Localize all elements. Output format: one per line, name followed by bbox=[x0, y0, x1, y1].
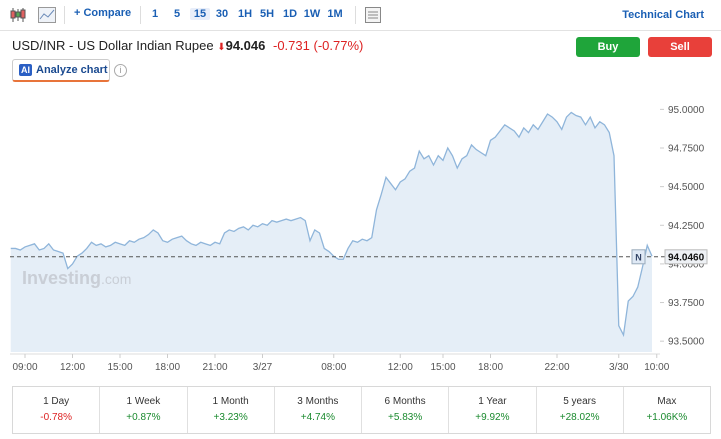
x-tick-label: 3/27 bbox=[253, 362, 273, 373]
period-label: Max bbox=[657, 396, 677, 407]
period-label: 6 Months bbox=[384, 396, 426, 407]
watermark-brand: Investing bbox=[22, 268, 101, 288]
x-tick-label: 15:00 bbox=[430, 362, 455, 373]
interval-button[interactable]: 1W bbox=[303, 8, 321, 20]
period-label: 1 Day bbox=[43, 396, 70, 407]
change-pct: (-0.77%) bbox=[313, 38, 364, 53]
period-label: 5 years bbox=[563, 396, 597, 407]
performance-cell[interactable]: 3 Months +4.74% bbox=[275, 387, 362, 433]
interval-button[interactable]: 15 bbox=[190, 8, 210, 20]
news-marker: N bbox=[635, 252, 642, 262]
y-tick-label: 93.5000 bbox=[668, 337, 705, 348]
x-tick-label: 12:00 bbox=[60, 362, 85, 373]
performance-cell[interactable]: 1 Week +0.87% bbox=[100, 387, 188, 433]
interval-button[interactable]: 1D bbox=[282, 8, 298, 20]
performance-cell[interactable]: 5 years +28.02% bbox=[537, 387, 624, 433]
period-change: +0.87% bbox=[126, 412, 161, 423]
price: 94.046 bbox=[225, 38, 266, 53]
chart: 93.5000 93.7500 94.0000 94.2500 94.5000 94.75… bbox=[10, 104, 708, 373]
performance-cell[interactable]: 1 Year +9.92% bbox=[449, 387, 537, 433]
instrument-title: USD/INR - US Dollar Indian Rupee bbox=[12, 38, 214, 53]
period-label: 1 Year bbox=[478, 396, 507, 407]
period-change: -0.78% bbox=[40, 412, 72, 423]
y-tick-label: 94.2500 bbox=[668, 221, 705, 232]
performance-cell[interactable]: 6 Months +5.83% bbox=[362, 387, 450, 433]
period-label: 1 Month bbox=[212, 396, 249, 407]
y-tick-label: 94.0000 bbox=[668, 259, 705, 270]
change: -0.731 bbox=[272, 38, 310, 53]
compare-button[interactable]: + Compare bbox=[74, 7, 132, 19]
x-tick-label: 10:00 bbox=[644, 362, 669, 373]
sell-button[interactable]: Sell bbox=[648, 37, 712, 57]
analyze-chart-button[interactable]: AI Analyze chart bbox=[12, 59, 110, 82]
interval-button[interactable]: 5 bbox=[173, 8, 181, 20]
interval-button[interactable]: 30 bbox=[215, 8, 229, 20]
watermark-suffix: .com bbox=[101, 271, 131, 287]
x-tick-label: 21:00 bbox=[202, 362, 227, 373]
interval-button[interactable]: 1H bbox=[237, 8, 253, 20]
down-arrow: ⬇ bbox=[217, 42, 226, 53]
last-price-label: 94.0460 bbox=[668, 252, 705, 263]
y-tick-label: 94.7500 bbox=[668, 144, 705, 155]
interval-button[interactable]: 1M bbox=[327, 8, 343, 20]
instrument-header: USD/INR - US Dollar Indian Rupee ⬇94.046… bbox=[12, 38, 363, 53]
last-price-box bbox=[664, 249, 708, 265]
x-tick-label: 08:00 bbox=[321, 362, 346, 373]
x-tick-label: 22:00 bbox=[544, 362, 569, 373]
performance-bar: 1 Day -0.78% 1 Week +0.87% 1 Month +3.23% 3 Mo… bbox=[12, 386, 711, 434]
buy-button[interactable]: Buy bbox=[576, 37, 640, 57]
line-icon[interactable] bbox=[38, 7, 56, 23]
y-tick-label: 93.7500 bbox=[668, 298, 705, 309]
candle-icon[interactable] bbox=[10, 7, 26, 23]
period-change: +9.92% bbox=[475, 412, 510, 423]
performance-cell[interactable]: 1 Month +3.23% bbox=[188, 387, 275, 433]
period-label: 1 Week bbox=[126, 396, 161, 407]
technical-chart-link[interactable]: Technical Chart bbox=[622, 9, 704, 21]
area bbox=[10, 112, 652, 352]
period-change: +3.23% bbox=[213, 412, 248, 423]
news-marker-box bbox=[631, 249, 646, 265]
period-change: +4.74% bbox=[300, 412, 335, 423]
watermark: Investing.com bbox=[22, 268, 131, 288]
x-tick-label: 09:00 bbox=[12, 362, 37, 373]
interval-button[interactable]: 5H bbox=[259, 8, 275, 20]
x-tick-label: 3/30 bbox=[609, 362, 629, 373]
period-change: +5.83% bbox=[388, 412, 423, 423]
price-line bbox=[10, 111, 653, 338]
ai-badge: AI bbox=[19, 64, 32, 76]
info-icon[interactable]: i bbox=[114, 64, 127, 77]
x-tick-label: 18:00 bbox=[478, 362, 503, 373]
compare-label: Compare bbox=[83, 7, 132, 19]
y-tick-label: 94.5000 bbox=[668, 182, 705, 193]
period-change: +28.02% bbox=[559, 412, 600, 423]
performance-cell[interactable]: Max +1.06K% bbox=[624, 387, 710, 433]
toolbar: + Compare 1 5 15 30 1H 5H 1D 1W 1M Technical Cha… bbox=[0, 0, 721, 31]
interval-button[interactable]: 1 bbox=[151, 8, 159, 20]
calendar-icon[interactable] bbox=[365, 7, 381, 23]
period-label: 3 Months bbox=[297, 396, 339, 407]
y-tick-label: 95.0000 bbox=[668, 105, 705, 116]
x-tick-label: 15:00 bbox=[107, 362, 132, 373]
performance-cell[interactable]: 1 Day -0.78% bbox=[13, 387, 101, 433]
analyze-label: Analyze chart bbox=[36, 64, 108, 76]
x-tick-label: 12:00 bbox=[388, 362, 413, 373]
period-change: +1.06K% bbox=[646, 412, 688, 423]
x-tick-label: 18:00 bbox=[155, 362, 180, 373]
